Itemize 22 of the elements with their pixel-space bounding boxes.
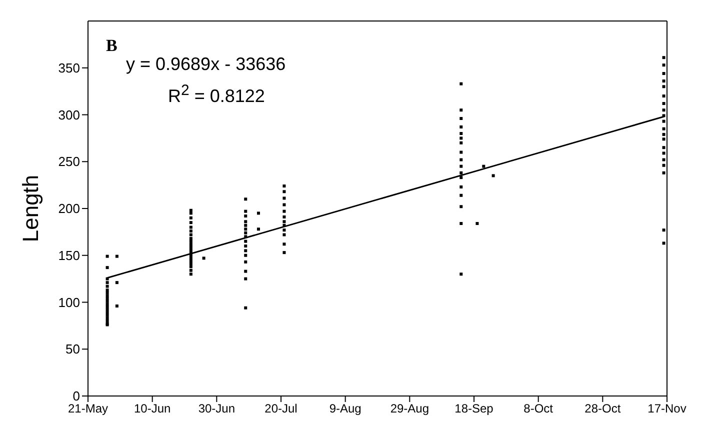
x-tick-label: 20-Jul [264,402,298,416]
x-tick-label: 9-Aug [329,402,362,416]
y-tick-label: 0 [72,388,80,404]
y-tick-label: 100 [58,294,80,310]
x-tick-label: 30-Jun [198,402,236,416]
y-tick-label: 250 [58,154,80,170]
x-tick-label: 18-Sep [454,402,494,416]
x-tick-label: 28-Oct [584,402,622,416]
y-tick-label: 150 [58,248,80,263]
annotation: y = 0.9689x - 33636 [126,54,286,75]
x-tick-label: 21-May [68,402,108,416]
y-tick-label: 300 [58,107,80,122]
y-tick-label: 200 [58,201,80,216]
x-tick-label: 8-Oct [524,402,554,416]
x-tick-label: 17-Nov [648,402,686,416]
annotation: R$^{2}$ = 0.8122 [168,82,265,107]
x-tick-label: 10-Jun [134,402,171,416]
y-tick-label: 350 [58,60,80,76]
y-tick-label: 50 [66,342,80,357]
y-axis-title: Length [18,174,43,242]
annotation: B [106,36,118,56]
x-tick-label: 29-Aug [390,402,430,416]
